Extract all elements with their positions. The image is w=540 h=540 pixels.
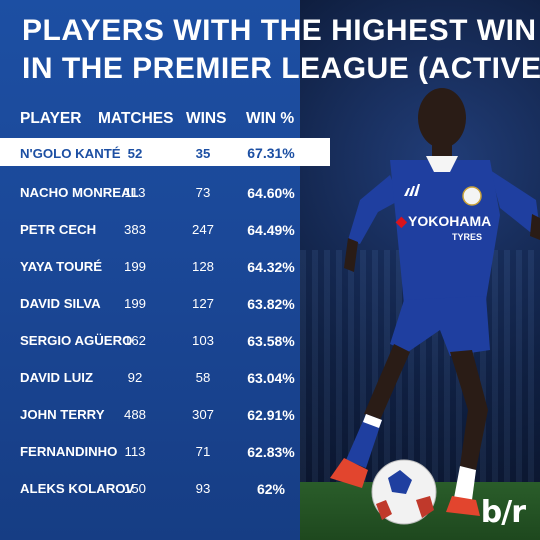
adidas-icon bbox=[404, 184, 420, 196]
matches-value: 113 bbox=[124, 185, 146, 200]
title-line-1: PLAYERS WITH THE HIGHEST WIN % bbox=[22, 14, 540, 47]
player-neck bbox=[432, 140, 452, 156]
win-pct-value: 62.91% bbox=[247, 407, 295, 423]
win-pct-value: 62.83% bbox=[247, 444, 295, 460]
table-row: SERGIO AGÜERO 162 103 63.58% bbox=[0, 324, 330, 356]
header-wins: WINS bbox=[186, 110, 227, 127]
wins-value: 128 bbox=[191, 259, 214, 274]
player-photo: ◆ YOKOHAMA TYRES bbox=[330, 88, 540, 525]
table-row: ALEKS KOLAROV 150 93 62% bbox=[0, 472, 330, 504]
table-row: N'GOLO KANTÉ 52 35 67.31% bbox=[0, 138, 330, 166]
player-name: DAVID LUIZ bbox=[20, 370, 94, 385]
player-name: FERNANDINHO bbox=[20, 444, 118, 459]
player-arm-right bbox=[490, 170, 540, 232]
player-name: SERGIO AGÜERO bbox=[20, 333, 133, 348]
player-name: NACHO MONREAL bbox=[20, 185, 139, 200]
matches-value: 162 bbox=[123, 333, 146, 348]
chelsea-crest-icon bbox=[462, 186, 482, 206]
matches-value: 488 bbox=[123, 407, 146, 422]
player-arm-left bbox=[348, 175, 400, 244]
player-boot-left bbox=[330, 458, 368, 488]
player-name: YAYA TOURÉ bbox=[20, 259, 103, 274]
matches-value: 92 bbox=[127, 370, 143, 385]
win-pct-value: 63.58% bbox=[247, 333, 295, 349]
wins-value: 247 bbox=[191, 222, 214, 237]
player-sock-right bbox=[454, 466, 476, 500]
table-row: DAVID SILVA 199 127 63.82% bbox=[0, 287, 330, 319]
wins-value: 73 bbox=[195, 185, 211, 200]
page-title: PLAYERS WITH THE HIGHEST WIN % IN THE PR… bbox=[22, 12, 540, 88]
matches-value: 199 bbox=[123, 259, 146, 274]
player-jersey bbox=[390, 160, 500, 304]
matches-value: 150 bbox=[123, 481, 146, 496]
win-pct-value: 64.49% bbox=[247, 222, 295, 238]
win-pct-value: 62% bbox=[256, 481, 286, 497]
player-name: PETR CECH bbox=[20, 222, 97, 237]
player-leg-left bbox=[364, 344, 410, 420]
wins-value: 71 bbox=[195, 444, 211, 459]
win-pct-value: 64.60% bbox=[247, 185, 295, 201]
player-name: ALEKS KOLAROV bbox=[20, 481, 135, 496]
matches-value: 383 bbox=[123, 222, 146, 237]
win-pct-value: 67.31% bbox=[247, 145, 295, 161]
matches-value: 199 bbox=[123, 296, 146, 311]
table-row: PETR CECH 383 247 64.49% bbox=[0, 213, 330, 245]
sponsor-subtext: TYRES bbox=[452, 232, 482, 242]
player-name: N'GOLO KANTÉ bbox=[20, 146, 121, 161]
wins-value: 103 bbox=[191, 333, 214, 348]
background-photo bbox=[300, 0, 540, 540]
win-pct-value: 63.82% bbox=[247, 296, 295, 312]
title-line-2: IN THE PREMIER LEAGUE (ACTIVE) bbox=[22, 52, 540, 85]
player-sock-left bbox=[346, 414, 382, 468]
player-name: DAVID SILVA bbox=[20, 296, 101, 311]
win-pct-value: 63.04% bbox=[247, 370, 295, 386]
table-row: DAVID LUIZ 92 58 63.04% bbox=[0, 361, 330, 393]
wins-value: 307 bbox=[191, 407, 214, 422]
win-pct-value: 64.32% bbox=[247, 259, 295, 275]
player-head bbox=[418, 88, 466, 148]
wins-value: 93 bbox=[195, 481, 211, 496]
player-shorts bbox=[390, 296, 490, 356]
table-row: JOHN TERRY 488 307 62.91% bbox=[0, 398, 330, 430]
header-win-pct: WIN % bbox=[246, 110, 295, 127]
header-matches: MATCHES bbox=[98, 110, 174, 127]
player-name: JOHN TERRY bbox=[20, 407, 105, 422]
player-leg-right bbox=[450, 350, 488, 470]
table-row: FERNANDINHO 113 71 62.83% bbox=[0, 435, 330, 467]
matches-value: 113 bbox=[124, 444, 146, 459]
table-header: PLAYER MATCHES WINS WIN % bbox=[0, 110, 320, 134]
sponsor-logo-mark: ◆ bbox=[395, 213, 408, 229]
wins-value: 127 bbox=[191, 296, 214, 311]
matches-value: 52 bbox=[127, 146, 143, 161]
header-player: PLAYER bbox=[20, 110, 82, 127]
table-row: NACHO MONREAL 113 73 64.60% bbox=[0, 176, 330, 208]
wins-value: 35 bbox=[195, 146, 211, 161]
player-boot-right bbox=[446, 496, 480, 516]
wins-value: 58 bbox=[195, 370, 211, 385]
sponsor-text: YOKOHAMA bbox=[408, 213, 491, 229]
table-row: YAYA TOURÉ 199 128 64.32% bbox=[0, 250, 330, 282]
br-logo: b/r bbox=[480, 495, 526, 530]
